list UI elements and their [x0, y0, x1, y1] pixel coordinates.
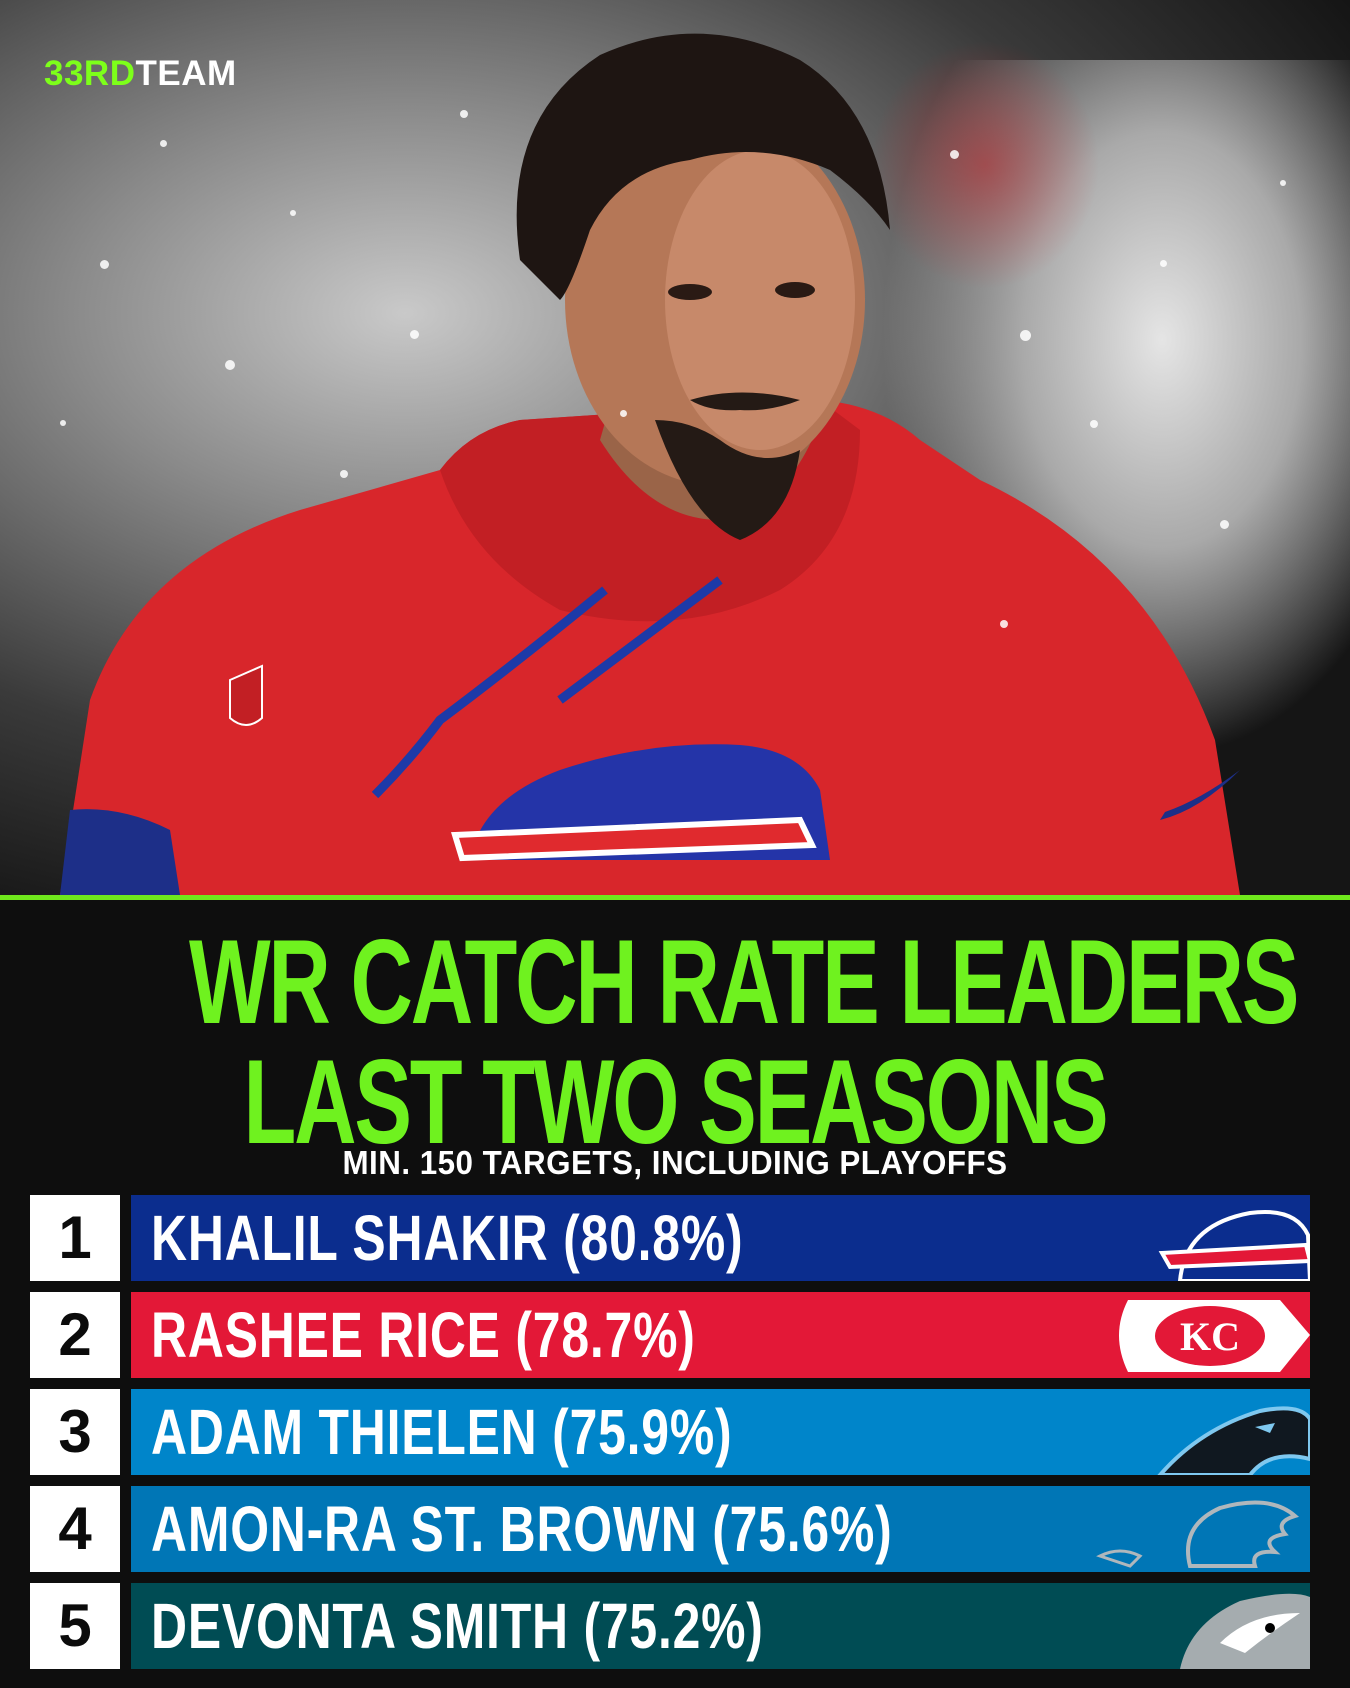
snowflake [950, 150, 959, 159]
player-label: KHALIL SHAKIR (80.8%) [151, 1202, 744, 1274]
player-photo: 33RDTEAM [0, 0, 1350, 895]
snowflake [60, 420, 66, 426]
snowflake [620, 410, 627, 417]
brand-logo: 33RDTEAM [44, 54, 237, 93]
leader-row-4: 4 AMON-RA ST. BROWN (75.6%) [30, 1486, 1310, 1572]
player-illustration [60, 33, 1240, 895]
snowflake [1280, 180, 1286, 186]
bills-logo-icon [1158, 1210, 1310, 1281]
title-line-1: WR CATCH RATE LEADERS [188, 915, 1299, 1049]
leader-row-2: 2 RASHEE RICE (78.7%) KC [30, 1292, 1310, 1378]
background-crowd-red [870, 40, 1100, 290]
leader-bar: DEVONTA SMITH (75.2%) [131, 1583, 1310, 1669]
leader-bar: RASHEE RICE (78.7%) KC [131, 1292, 1310, 1378]
player-label: DEVONTA SMITH (75.2%) [151, 1590, 764, 1662]
rank-number: 5 [30, 1583, 120, 1669]
snowflake [1220, 520, 1229, 529]
snowflake [1160, 260, 1167, 267]
rank-number: 3 [30, 1389, 120, 1475]
leader-bar: AMON-RA ST. BROWN (75.6%) [131, 1486, 1310, 1572]
leader-row-1: 1 KHALIL SHAKIR (80.8%) [30, 1195, 1310, 1281]
chiefs-logo-icon: KC [1119, 1300, 1310, 1372]
player-label: RASHEE RICE (78.7%) [151, 1299, 696, 1371]
snowflake [290, 210, 296, 216]
title-line-2: LAST TWO SEASONS [243, 1035, 1108, 1169]
leader-row-5: 5 DEVONTA SMITH (75.2%) [30, 1583, 1310, 1669]
rank-number: 2 [30, 1292, 120, 1378]
rank-number: 4 [30, 1486, 120, 1572]
snowflake [225, 360, 235, 370]
snowflake [1000, 620, 1008, 628]
snowflake [1020, 330, 1031, 341]
snowflake [410, 330, 419, 339]
snowflake [460, 110, 468, 118]
rank-number: 1 [30, 1195, 120, 1281]
snowflake [160, 140, 167, 147]
eagles-logo-icon [1180, 1593, 1310, 1669]
panthers-logo-icon [1157, 1406, 1310, 1475]
subtitle: MIN. 150 TARGETS, INCLUDING PLAYOFFS [342, 1144, 1008, 1181]
lions-logo-icon [1096, 1500, 1300, 1568]
leader-row-3: 3 ADAM THIELEN (75.9%) [30, 1389, 1310, 1475]
svg-text:KC: KC [1180, 1314, 1240, 1359]
player-label: ADAM THIELEN (75.9%) [151, 1396, 733, 1468]
leader-bar: ADAM THIELEN (75.9%) [131, 1389, 1310, 1475]
snowflake [100, 260, 109, 269]
player-label: AMON-RA ST. BROWN (75.6%) [151, 1493, 893, 1565]
leader-bar: KHALIL SHAKIR (80.8%) [131, 1195, 1310, 1281]
snowflake [1090, 420, 1098, 428]
snowflake [340, 470, 348, 478]
